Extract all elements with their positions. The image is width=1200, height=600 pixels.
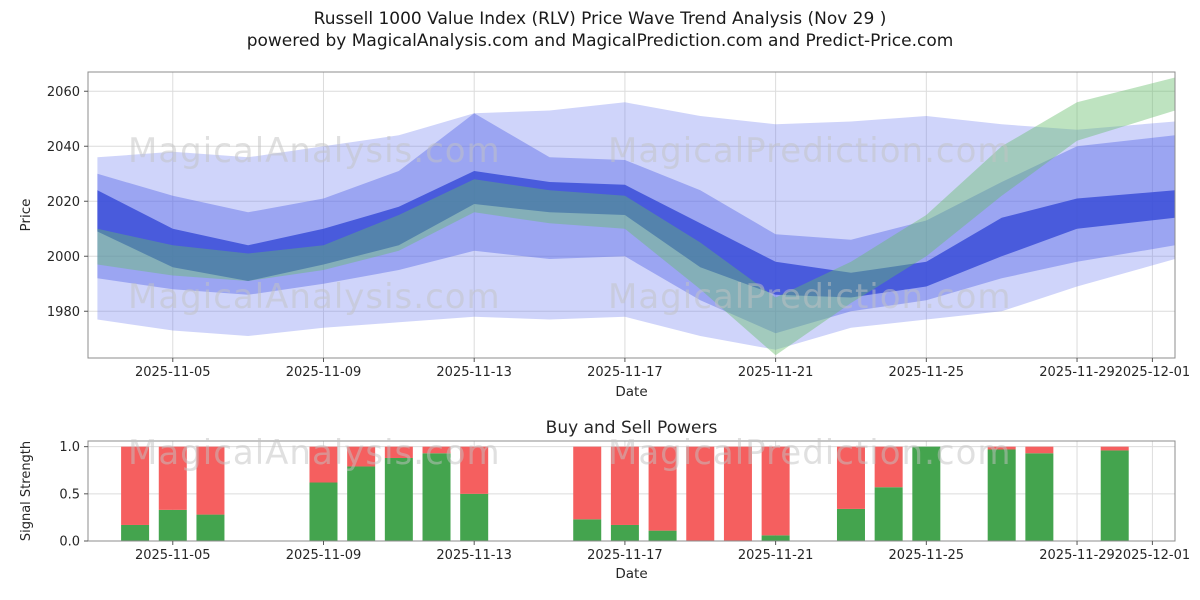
svg-text:2025-11-05: 2025-11-05 [135,365,211,380]
svg-text:2025-12-01: 2025-12-01 [1115,365,1191,380]
buy-bar [610,524,639,541]
svg-text:Signal Strength: Signal Strength [19,441,34,541]
svg-text:2025-11-09: 2025-11-09 [286,548,362,563]
svg-text:2025-11-25: 2025-11-25 [889,548,965,563]
price-wave-chart: 1980 2000 2020 2040 2060 2025-11-05 2025-11-09… [18,71,1190,400]
chart-title-line1: Russell 1000 Value Index (RLV) Price Wav… [313,9,887,29]
sell-bar [836,446,865,509]
svg-text:2025-11-09: 2025-11-09 [286,365,362,380]
buy-bar [422,453,451,541]
svg-text:1.0: 1.0 [59,440,80,455]
svg-text:Price: Price [18,199,34,232]
sell-bar [158,446,187,510]
sell-bar [460,446,489,494]
svg-text:2025-11-13: 2025-11-13 [436,365,512,380]
buy-bar [761,535,790,541]
buy-bar [987,449,1016,541]
svg-text:2060: 2060 [47,85,80,100]
buy-bar [836,508,865,541]
sell-bar [347,446,376,467]
buy-bar [648,530,677,541]
svg-text:Buy and Sell Powers: Buy and Sell Powers [546,418,718,438]
buy-bar [309,482,338,541]
svg-text:2020: 2020 [47,195,80,210]
buy-bar [347,466,376,541]
svg-text:2025-12-01: 2025-12-01 [1115,548,1191,563]
buy-bar [874,487,903,541]
sell-bar [874,446,903,488]
svg-text:2025-11-13: 2025-11-13 [436,548,512,563]
buy-bar [573,519,602,541]
svg-text:2025-11-29: 2025-11-29 [1039,548,1115,563]
chart-title-line2: powered by MagicalAnalysis.com and Magic… [246,31,954,51]
sell-bar [121,446,150,525]
sell-bar [686,446,715,541]
svg-text:1980: 1980 [47,305,80,320]
sell-bar [573,446,602,520]
sell-bar [196,446,225,515]
buy-bar [460,493,489,541]
svg-text:0.0: 0.0 [59,535,80,550]
chart-header: Russell 1000 Value Index (RLV) Price Wav… [0,8,1200,52]
sell-bar [648,446,677,531]
buy-sell-bars [121,446,1129,541]
svg-text:2025-11-25: 2025-11-25 [889,365,965,380]
price-bands [97,77,1175,356]
band-green-trend-band [97,77,1175,356]
svg-text:Date: Date [615,384,647,400]
svg-text:2025-11-17: 2025-11-17 [587,548,663,563]
buy-sell-chart: 0.0 0.5 1.0 2025-11-05 2025-11-09 2025-11-13 2… [19,418,1190,582]
buy-bar [121,524,150,541]
buy-bar [158,509,187,541]
buy-bar [1025,453,1054,541]
buy-bar [1100,450,1129,541]
sell-bar [610,446,639,525]
svg-text:2025-11-17: 2025-11-17 [587,365,663,380]
svg-text:2025-11-21: 2025-11-21 [738,365,814,380]
svg-text:2025-11-29: 2025-11-29 [1039,365,1115,380]
price-axes: 1980 2000 2020 2040 2060 2025-11-05 2025-11-09… [18,85,1190,400]
svg-text:0.5: 0.5 [59,487,80,502]
buy-bar [912,446,941,541]
sell-bar [309,446,338,483]
band-inner-trend-band [97,171,1175,298]
svg-text:2040: 2040 [47,140,80,155]
sell-bar [384,446,413,458]
svg-text:2025-11-21: 2025-11-21 [738,548,814,563]
sell-bar [987,446,1016,450]
sell-bar [723,446,752,541]
svg-text:Date: Date [615,566,647,582]
sell-bar [422,446,451,454]
svg-text:2025-11-05: 2025-11-05 [135,548,211,563]
svg-text:2000: 2000 [47,250,80,265]
buy-bar [384,457,413,541]
buy-bar [196,514,225,541]
sell-bar [761,446,790,536]
sell-bar [1025,446,1054,454]
buy-sell-axes: 0.0 0.5 1.0 2025-11-05 2025-11-09 2025-11-13 2… [19,418,1190,582]
sell-bar [1100,446,1129,451]
